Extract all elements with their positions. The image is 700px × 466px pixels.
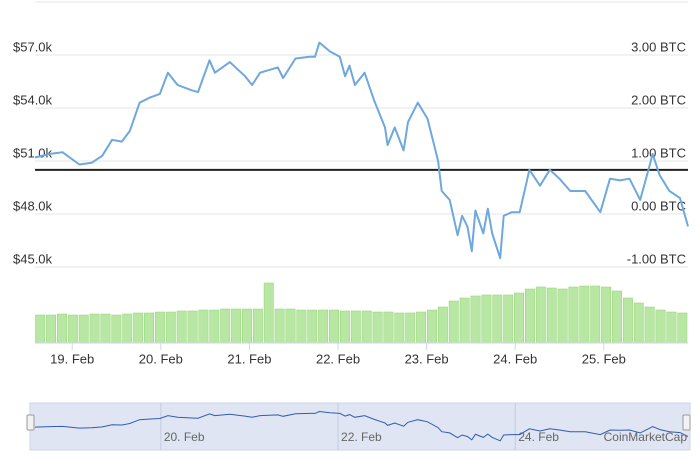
volume-bar xyxy=(470,295,481,344)
volume-bar xyxy=(535,286,546,344)
volume-bar xyxy=(568,286,579,344)
y2-tick-label: 4.00 BTC xyxy=(631,0,686,1)
volume-bar xyxy=(122,313,133,344)
volume-bar xyxy=(57,313,67,344)
volume-bar xyxy=(329,309,339,344)
volume-bar xyxy=(350,310,361,344)
volume-bar xyxy=(557,288,568,344)
y-tick-label: $60.0k xyxy=(13,0,53,1)
volume-bar xyxy=(242,308,252,344)
volume-bar xyxy=(100,313,111,344)
volume-bar xyxy=(427,309,437,344)
volume-bar xyxy=(263,282,274,344)
volume-bar xyxy=(176,310,187,344)
volume-bar xyxy=(209,309,220,344)
volume-bar xyxy=(78,314,89,344)
volume-bar xyxy=(46,314,57,344)
navigator-label: 20. Feb xyxy=(164,430,205,444)
volume-bar xyxy=(285,308,296,344)
y2-tick-label: 0.00 BTC xyxy=(631,198,686,213)
volume-bar xyxy=(525,288,535,344)
volume-bar xyxy=(111,314,122,344)
volume-bar xyxy=(514,292,524,344)
volume-bar xyxy=(67,314,78,344)
volume-bar xyxy=(361,310,372,344)
volume-bar xyxy=(622,297,633,344)
volume-bar xyxy=(339,310,350,344)
volume-bar xyxy=(394,312,405,344)
x-tick-label: 21. Feb xyxy=(227,351,271,366)
y2-tick-label: -1.00 BTC xyxy=(627,251,686,266)
volume-bar xyxy=(154,311,165,344)
volume-bar xyxy=(187,310,198,344)
x-tick-label: 22. Feb xyxy=(316,351,360,366)
volume-bar xyxy=(481,294,492,344)
volume-bar xyxy=(89,313,100,344)
volume-bar xyxy=(231,308,242,344)
navigator-line xyxy=(34,410,689,442)
x-tick-label: 25. Feb xyxy=(582,351,626,366)
volume-bar xyxy=(307,309,318,344)
volume-bar xyxy=(546,287,557,344)
y-tick-label: $48.0k xyxy=(13,198,53,213)
volume-bar xyxy=(590,285,601,344)
volume-bar xyxy=(579,285,590,344)
volume-bar xyxy=(133,312,144,344)
volume-bar xyxy=(416,311,427,344)
volume-bar xyxy=(274,308,285,344)
navigator-handle xyxy=(26,414,35,431)
volume-bar xyxy=(492,294,503,344)
volume-bar xyxy=(165,311,176,344)
volume-bar xyxy=(503,294,514,344)
volume-bar xyxy=(677,312,688,344)
navigator-handle xyxy=(682,414,691,431)
volume-bar xyxy=(612,290,622,344)
volume-bar xyxy=(655,309,666,344)
volume-bar xyxy=(372,311,383,344)
volume-bar xyxy=(633,302,644,344)
volume-bar xyxy=(601,286,612,344)
volume-bar xyxy=(437,306,448,344)
y-tick-label: $51.0k xyxy=(13,145,53,160)
volume-bar xyxy=(252,308,263,344)
volume-bar xyxy=(666,311,677,344)
volume-bar xyxy=(383,311,394,344)
y2-tick-label: 3.00 BTC xyxy=(631,39,686,54)
volume-bar xyxy=(220,308,231,344)
volume-bar xyxy=(296,309,307,344)
volume-bar xyxy=(405,312,416,344)
volume-bar xyxy=(144,312,154,344)
y-tick-label: $54.0k xyxy=(13,92,53,107)
y-tick-label: $45.0k xyxy=(13,251,53,266)
x-tick-label: 19. Feb xyxy=(50,351,94,366)
x-tick-label: 23. Feb xyxy=(405,351,449,366)
navigator-label: 24. Feb xyxy=(518,430,559,444)
price-line xyxy=(34,41,689,260)
navigator-label: 22. Feb xyxy=(341,430,382,444)
volume-bar xyxy=(198,309,209,344)
x-tick-label: 20. Feb xyxy=(139,351,183,366)
y2-tick-label: 1.00 BTC xyxy=(631,145,686,160)
volume-bar xyxy=(448,300,459,344)
volume-bar xyxy=(35,314,46,344)
volume-bar xyxy=(318,309,329,344)
credit: CoinMarketCap xyxy=(604,430,688,444)
y2-tick-label: 2.00 BTC xyxy=(631,92,686,107)
y-tick-label: $57.0k xyxy=(13,39,53,54)
volume-bar xyxy=(459,297,470,344)
x-tick-label: 24. Feb xyxy=(493,351,537,366)
volume-bar xyxy=(644,306,655,344)
